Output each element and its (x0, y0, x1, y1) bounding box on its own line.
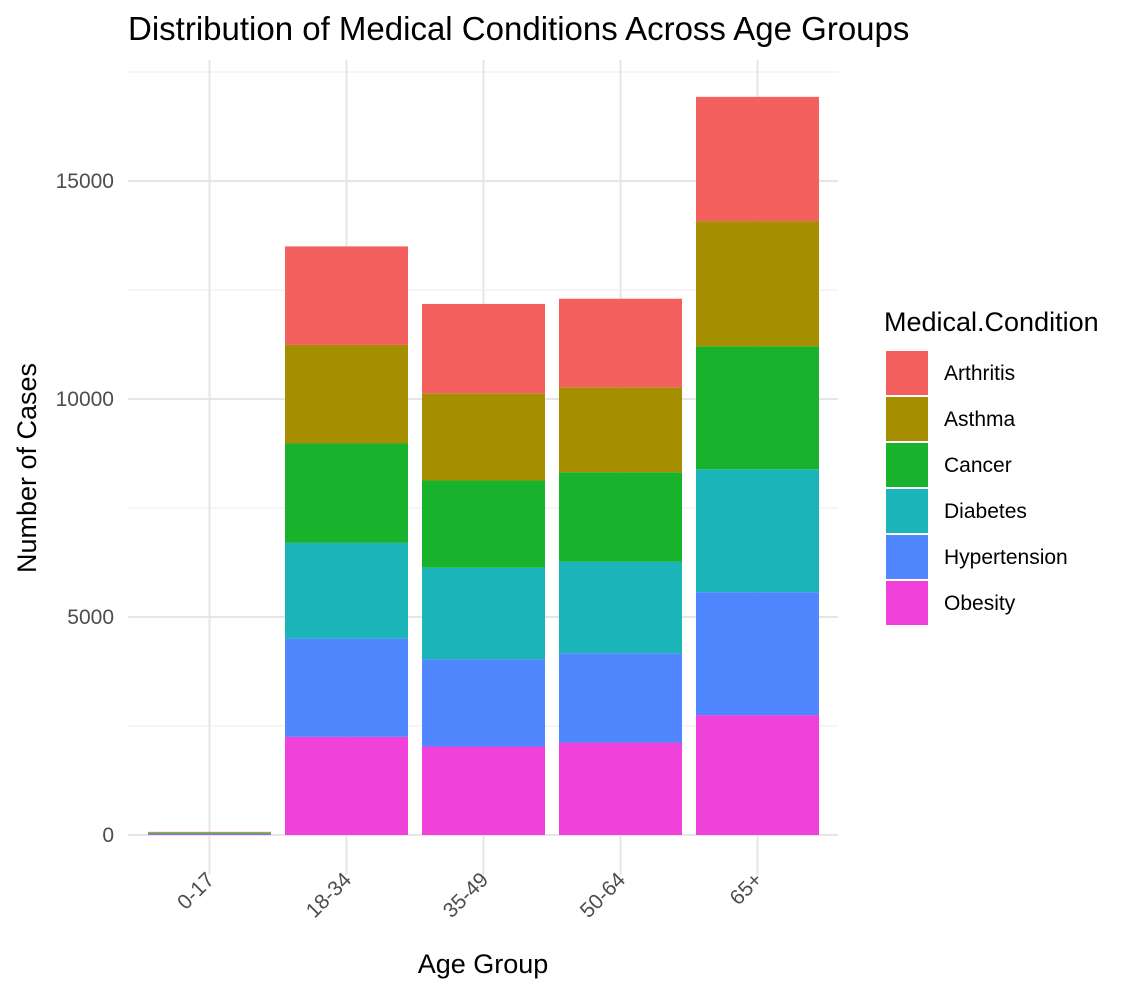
bar-segment-arthritis (559, 298, 682, 388)
y-axis-title: Number of Cases (12, 363, 42, 573)
bar-segment-diabetes (285, 542, 408, 639)
bar-segment-cancer (422, 480, 545, 568)
x-tick-label: 35-49 (439, 868, 493, 922)
legend-label: Obesity (944, 592, 1016, 615)
bar-segment-asthma (148, 832, 271, 833)
bar-segment-diabetes (559, 561, 682, 654)
legend-label: Cancer (944, 454, 1012, 477)
bar-segment-cancer (559, 472, 682, 562)
y-tick-label: 15000 (56, 170, 114, 193)
bar-segment-arthritis (148, 831, 271, 833)
x-tick-label: 0-17 (173, 868, 219, 914)
bar-segment-cancer (148, 832, 271, 834)
legend-swatch-arthritis (886, 351, 928, 395)
bar-segment-arthritis (696, 96, 819, 222)
x-axis-tick-labels: 0-17 18-34 35-49 50-64 65+ (173, 868, 767, 922)
chart-title: Distribution of Medical Conditions Acros… (128, 10, 909, 47)
legend-label: Asthma (944, 408, 1016, 431)
bar-segment-hypertension (285, 638, 408, 737)
y-axis-tick-labels: 0 5000 10000 15000 (56, 170, 114, 847)
bar-segment-hypertension (422, 659, 545, 747)
bar-segment-cancer (696, 346, 819, 470)
bar-segment-hypertension (696, 592, 819, 716)
bar-segment-diabetes (148, 833, 271, 834)
legend: Medical.Condition Arthritis Asthma Cancer D… (884, 307, 1099, 625)
bar-segment-hypertension (148, 833, 271, 835)
bar-segment-asthma (559, 387, 682, 473)
bar-segment-arthritis (422, 303, 545, 394)
legend-title: Medical.Condition (884, 307, 1099, 337)
legend-swatch-cancer (886, 443, 928, 487)
x-tick-label: 50-64 (576, 868, 630, 922)
legend-label: Arthritis (944, 362, 1015, 385)
bar-segment-asthma (422, 393, 545, 481)
legend-swatch-diabetes (886, 489, 928, 533)
legend-label: Hypertension (944, 546, 1068, 569)
legend-swatch-asthma (886, 397, 928, 441)
bar-segment-hypertension (559, 653, 682, 743)
y-tick-label: 0 (102, 824, 114, 847)
bar-segment-asthma (285, 344, 408, 444)
y-tick-label: 5000 (67, 606, 114, 629)
legend-swatch-hypertension (886, 535, 928, 579)
y-tick-label: 10000 (56, 388, 114, 411)
bar-segment-obesity (559, 742, 682, 835)
bar-segment-asthma (696, 221, 819, 347)
bar-segment-obesity (696, 715, 819, 835)
legend-label: Diabetes (944, 500, 1027, 523)
bar-segment-cancer (285, 443, 408, 543)
legend-swatch-obesity (886, 581, 928, 625)
bar-segment-obesity (148, 834, 271, 835)
bars (148, 96, 819, 835)
x-tick-label: 18-34 (302, 868, 356, 922)
bar-segment-diabetes (696, 469, 819, 593)
x-tick-label: 65+ (726, 868, 767, 909)
bar-segment-obesity (422, 746, 545, 835)
bar-segment-obesity (285, 736, 408, 835)
bar-segment-diabetes (422, 567, 545, 660)
bar-segment-arthritis (285, 246, 408, 345)
x-axis-title: Age Group (418, 949, 549, 979)
